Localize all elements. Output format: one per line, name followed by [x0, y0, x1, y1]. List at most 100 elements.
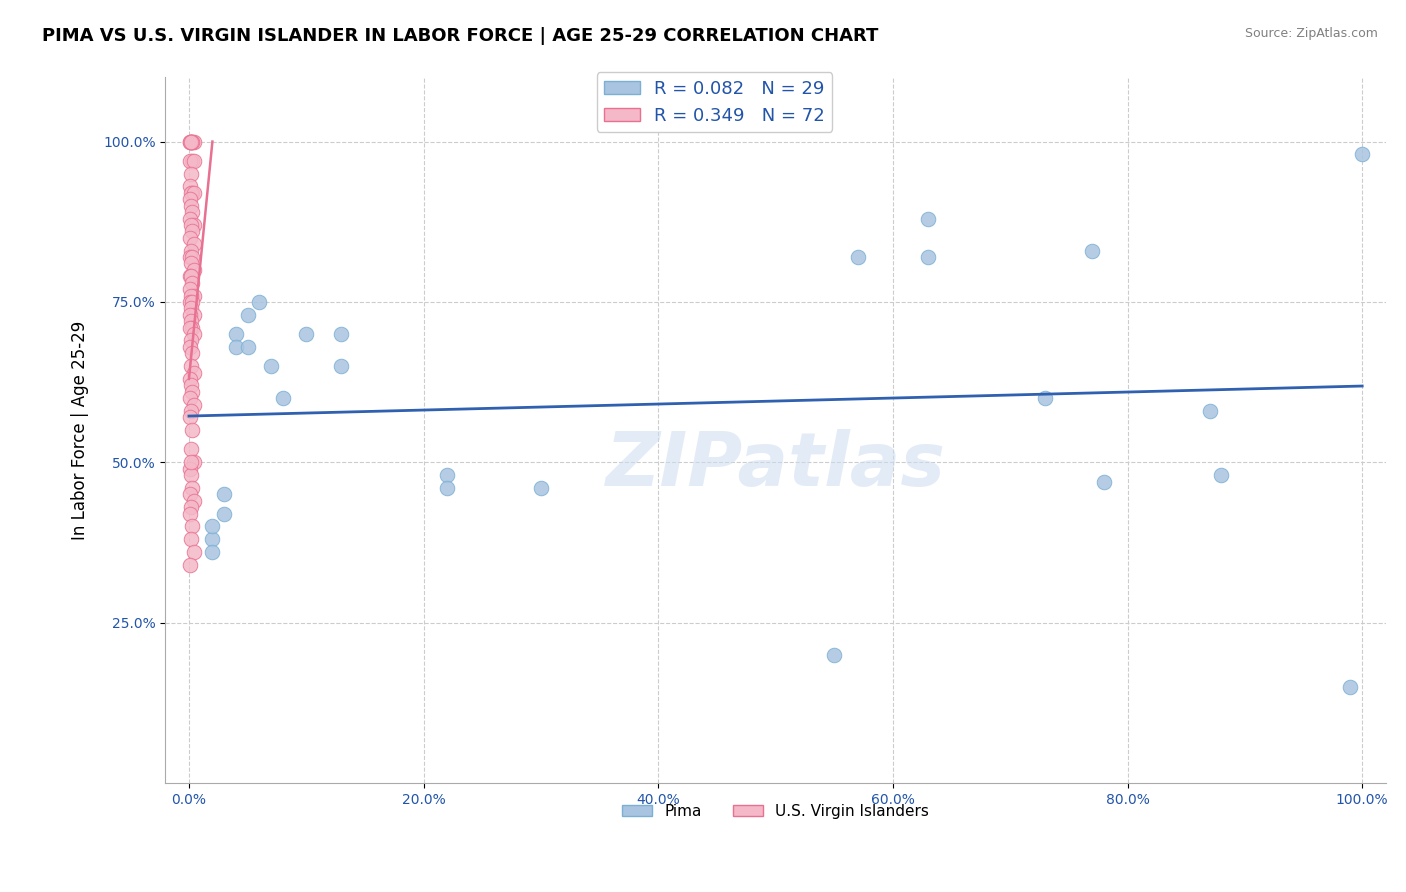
Point — [846, 250, 869, 264]
Point — [180, 500, 202, 515]
Point — [183, 218, 205, 232]
Point — [181, 320, 204, 334]
Point — [225, 340, 247, 354]
Point — [179, 461, 201, 475]
Point — [212, 507, 235, 521]
Point — [181, 224, 204, 238]
Point — [181, 276, 204, 290]
Point — [181, 519, 204, 533]
Point — [181, 295, 204, 310]
Point — [436, 481, 458, 495]
Point — [183, 308, 205, 322]
Point — [236, 340, 259, 354]
Point — [179, 558, 201, 572]
Point — [179, 231, 201, 245]
Point — [236, 308, 259, 322]
Y-axis label: In Labor Force | Age 25-29: In Labor Force | Age 25-29 — [72, 320, 89, 540]
Point — [181, 205, 204, 219]
Point — [181, 186, 204, 200]
Point — [180, 135, 202, 149]
Point — [180, 256, 202, 270]
Point — [179, 153, 201, 168]
Point — [179, 295, 201, 310]
Point — [179, 192, 201, 206]
Point — [179, 507, 201, 521]
Point — [180, 442, 202, 457]
Point — [1035, 391, 1057, 405]
Point — [180, 455, 202, 469]
Point — [179, 135, 201, 149]
Point — [1339, 680, 1361, 694]
Point — [179, 340, 201, 354]
Point — [179, 320, 201, 334]
Point — [260, 359, 283, 373]
Point — [180, 533, 202, 547]
Point — [201, 533, 224, 547]
Point — [180, 199, 202, 213]
Point — [181, 250, 204, 264]
Point — [179, 135, 201, 149]
Point — [181, 481, 204, 495]
Point — [183, 237, 205, 252]
Point — [183, 135, 205, 149]
Point — [247, 295, 270, 310]
Point — [530, 481, 553, 495]
Point — [201, 519, 224, 533]
Point — [201, 545, 224, 559]
Point — [917, 250, 939, 264]
Point — [183, 366, 205, 380]
Point — [179, 269, 201, 284]
Point — [179, 391, 201, 405]
Point — [1211, 468, 1233, 483]
Point — [181, 153, 204, 168]
Point — [180, 288, 202, 302]
Point — [179, 410, 201, 425]
Point — [179, 179, 201, 194]
Point — [179, 308, 201, 322]
Point — [180, 186, 202, 200]
Point — [183, 545, 205, 559]
Point — [183, 153, 205, 168]
Point — [295, 326, 318, 341]
Point — [183, 263, 205, 277]
Point — [180, 378, 202, 392]
Point — [1092, 475, 1115, 489]
Point — [212, 487, 235, 501]
Point — [180, 404, 202, 418]
Point — [179, 282, 201, 296]
Point — [180, 135, 202, 149]
Point — [180, 334, 202, 348]
Point — [181, 135, 204, 149]
Point — [1081, 244, 1104, 258]
Text: ZIPatlas: ZIPatlas — [606, 429, 946, 502]
Point — [183, 455, 205, 469]
Point — [180, 359, 202, 373]
Point — [180, 218, 202, 232]
Point — [181, 346, 204, 360]
Point — [330, 326, 353, 341]
Legend: Pima, U.S. Virgin Islanders: Pima, U.S. Virgin Islanders — [616, 797, 935, 825]
Point — [436, 468, 458, 483]
Point — [1198, 404, 1220, 418]
Point — [180, 269, 202, 284]
Point — [180, 468, 202, 483]
Point — [183, 326, 205, 341]
Point — [183, 186, 205, 200]
Point — [330, 359, 353, 373]
Point — [179, 250, 201, 264]
Text: PIMA VS U.S. VIRGIN ISLANDER IN LABOR FORCE | AGE 25-29 CORRELATION CHART: PIMA VS U.S. VIRGIN ISLANDER IN LABOR FO… — [42, 27, 879, 45]
Point — [181, 423, 204, 437]
Point — [271, 391, 294, 405]
Point — [179, 487, 201, 501]
Text: Source: ZipAtlas.com: Source: ZipAtlas.com — [1244, 27, 1378, 40]
Point — [180, 244, 202, 258]
Point — [183, 493, 205, 508]
Point — [917, 211, 939, 226]
Point — [181, 135, 204, 149]
Point — [180, 167, 202, 181]
Point — [179, 372, 201, 386]
Point — [225, 326, 247, 341]
Point — [180, 135, 202, 149]
Point — [183, 398, 205, 412]
Point — [180, 314, 202, 328]
